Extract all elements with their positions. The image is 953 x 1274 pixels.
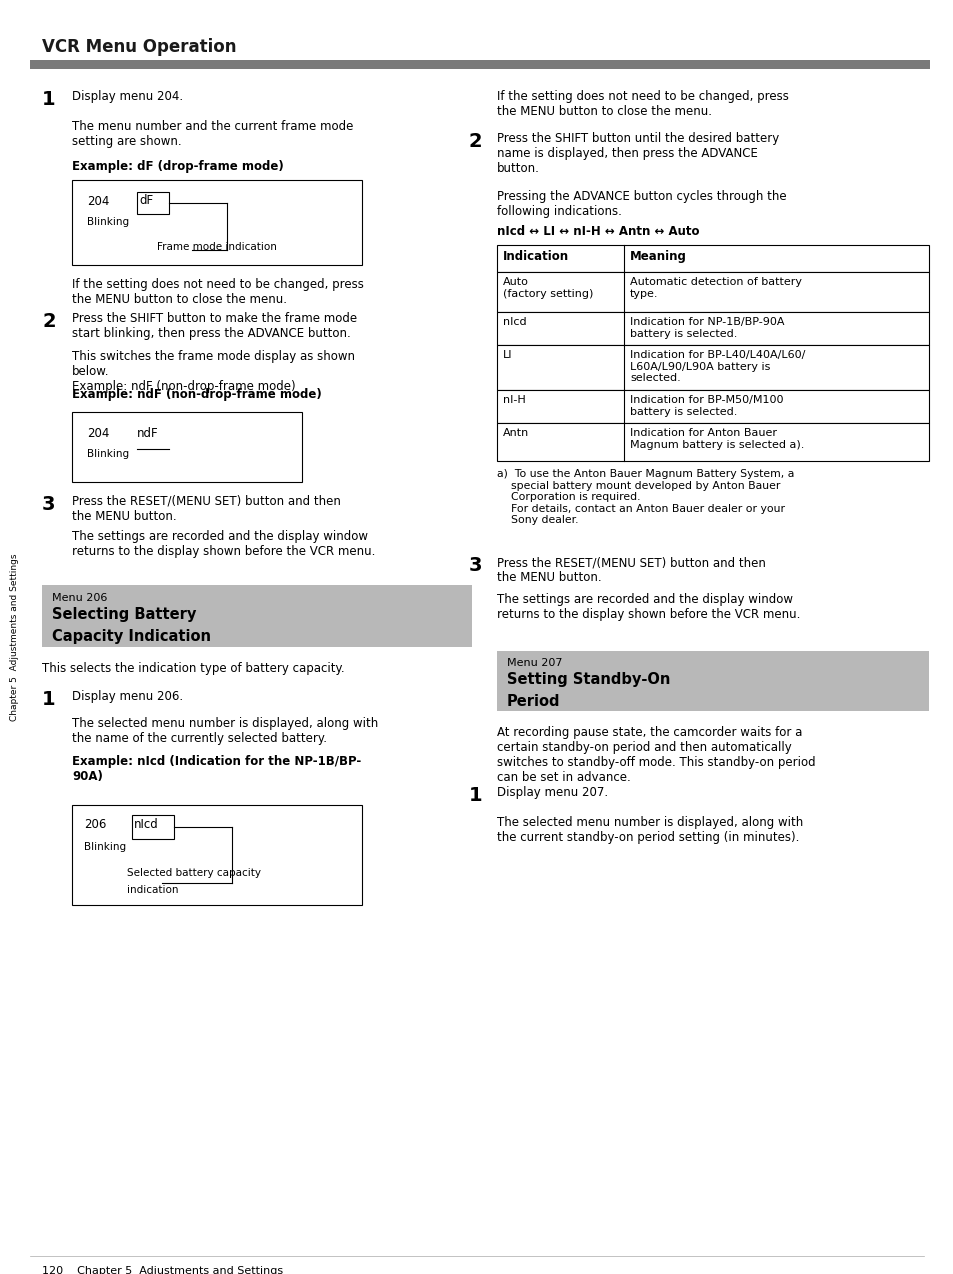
Text: Indication for BP-L40/L40A/L60/
L60A/L90/L90A battery is
selected.: Indication for BP-L40/L40A/L60/ L60A/L90… bbox=[629, 350, 804, 383]
Text: Press the SHIFT button until the desired battery
name is displayed, then press t: Press the SHIFT button until the desired… bbox=[497, 132, 779, 175]
Text: nIcd ↔ LI ↔ nI-H ↔ Antn ↔ Auto: nIcd ↔ LI ↔ nI-H ↔ Antn ↔ Auto bbox=[497, 225, 699, 238]
Text: Auto
(factory setting): Auto (factory setting) bbox=[502, 276, 593, 298]
Text: 3: 3 bbox=[42, 496, 55, 513]
Text: LI: LI bbox=[502, 350, 512, 361]
Text: Capacity Indication: Capacity Indication bbox=[52, 629, 211, 643]
Bar bbox=[30, 60, 929, 69]
Text: The menu number and the current frame mode
setting are shown.: The menu number and the current frame mo… bbox=[71, 120, 353, 148]
Bar bbox=[497, 273, 928, 312]
Text: Press the RESET/(MENU SET) button and then
the MENU button.: Press the RESET/(MENU SET) button and th… bbox=[71, 496, 340, 524]
Bar bbox=[137, 192, 169, 214]
Text: Setting Standby-On: Setting Standby-On bbox=[506, 671, 670, 687]
Bar bbox=[497, 312, 928, 345]
Text: If the setting does not need to be changed, press
the MENU button to close the m: If the setting does not need to be chang… bbox=[71, 278, 363, 306]
Text: Indication for NP-1B/BP-90A
battery is selected.: Indication for NP-1B/BP-90A battery is s… bbox=[629, 317, 783, 339]
Text: nIcd: nIcd bbox=[502, 317, 526, 327]
Text: indication: indication bbox=[127, 885, 178, 896]
Text: 206: 206 bbox=[84, 818, 107, 831]
Text: Period: Period bbox=[506, 694, 560, 710]
Text: Press the SHIFT button to make the frame mode
start blinking, then press the ADV: Press the SHIFT button to make the frame… bbox=[71, 312, 356, 340]
Text: Example: nIcd (Indication for the NP-1B/BP-
90A): Example: nIcd (Indication for the NP-1B/… bbox=[71, 755, 361, 784]
Bar bbox=[497, 390, 928, 423]
Text: 204: 204 bbox=[87, 427, 110, 440]
Text: 1: 1 bbox=[469, 786, 482, 805]
Text: Blinking: Blinking bbox=[84, 842, 126, 852]
Text: 2: 2 bbox=[42, 312, 55, 331]
Text: 1: 1 bbox=[42, 691, 55, 710]
Text: Chapter 5  Adjustments and Settings: Chapter 5 Adjustments and Settings bbox=[10, 553, 19, 721]
Text: Example: dF (drop-frame mode): Example: dF (drop-frame mode) bbox=[71, 161, 283, 173]
Text: 204: 204 bbox=[87, 195, 110, 208]
Text: Display menu 206.: Display menu 206. bbox=[71, 691, 183, 703]
Text: Selected battery capacity: Selected battery capacity bbox=[127, 868, 261, 878]
Text: Selecting Battery: Selecting Battery bbox=[52, 606, 196, 622]
Bar bbox=[71, 180, 361, 265]
Text: This switches the frame mode display as shown
below.
Example: ndF (non-drop-fram: This switches the frame mode display as … bbox=[71, 350, 355, 392]
Bar bbox=[132, 815, 173, 840]
Text: VCR Menu Operation: VCR Menu Operation bbox=[42, 38, 236, 56]
Text: 1: 1 bbox=[42, 90, 55, 110]
Text: a)  To use the Anton Bauer Magnum Battery System, a
    special battery mount de: a) To use the Anton Bauer Magnum Battery… bbox=[497, 469, 794, 525]
Text: Antn: Antn bbox=[502, 428, 529, 438]
Text: The settings are recorded and the display window
returns to the display shown be: The settings are recorded and the displa… bbox=[497, 592, 800, 620]
Text: Frame mode indication: Frame mode indication bbox=[157, 242, 276, 252]
Bar bbox=[42, 585, 472, 647]
Text: dF: dF bbox=[139, 194, 153, 206]
Text: At recording pause state, the camcorder waits for a
certain standby-on period an: At recording pause state, the camcorder … bbox=[497, 726, 815, 784]
Text: Press the RESET/(MENU SET) button and then
the MENU button.: Press the RESET/(MENU SET) button and th… bbox=[497, 555, 765, 583]
Text: This selects the indication type of battery capacity.: This selects the indication type of batt… bbox=[42, 662, 344, 675]
Text: If the setting does not need to be changed, press
the MENU button to close the m: If the setting does not need to be chang… bbox=[497, 90, 788, 118]
Text: Indication for Anton Bauer
Magnum battery is selected a).: Indication for Anton Bauer Magnum batter… bbox=[629, 428, 803, 450]
Bar bbox=[71, 805, 361, 905]
Bar bbox=[71, 412, 302, 482]
Bar bbox=[497, 245, 928, 273]
Text: Indication: Indication bbox=[502, 250, 569, 262]
Text: Menu 207: Menu 207 bbox=[506, 657, 562, 668]
Text: Pressing the ADVANCE button cycles through the
following indications.: Pressing the ADVANCE button cycles throu… bbox=[497, 190, 786, 218]
Text: Display menu 204.: Display menu 204. bbox=[71, 90, 183, 103]
Text: Menu 206: Menu 206 bbox=[52, 592, 108, 603]
Text: The selected menu number is displayed, along with
the name of the currently sele: The selected menu number is displayed, a… bbox=[71, 717, 377, 745]
Text: Blinking: Blinking bbox=[87, 448, 129, 459]
Text: nI-H: nI-H bbox=[502, 395, 525, 405]
Text: Example: ndF (non-drop-frame mode): Example: ndF (non-drop-frame mode) bbox=[71, 389, 321, 401]
Text: Meaning: Meaning bbox=[629, 250, 686, 262]
Text: Automatic detection of battery
type.: Automatic detection of battery type. bbox=[629, 276, 801, 298]
Text: ndF: ndF bbox=[137, 427, 158, 440]
Text: Display menu 207.: Display menu 207. bbox=[497, 786, 607, 799]
Bar bbox=[497, 345, 928, 390]
Bar bbox=[497, 651, 928, 711]
Text: Indication for BP-M50/M100
battery is selected.: Indication for BP-M50/M100 battery is se… bbox=[629, 395, 782, 417]
Text: The settings are recorded and the display window
returns to the display shown be: The settings are recorded and the displa… bbox=[71, 530, 375, 558]
Bar bbox=[497, 423, 928, 461]
Text: The selected menu number is displayed, along with
the current standby-on period : The selected menu number is displayed, a… bbox=[497, 817, 802, 843]
Text: 120    Chapter 5  Adjustments and Settings: 120 Chapter 5 Adjustments and Settings bbox=[42, 1266, 283, 1274]
Text: 2: 2 bbox=[469, 132, 482, 152]
Text: 3: 3 bbox=[469, 555, 482, 575]
Text: nIcd: nIcd bbox=[133, 818, 158, 831]
Text: Blinking: Blinking bbox=[87, 217, 129, 227]
